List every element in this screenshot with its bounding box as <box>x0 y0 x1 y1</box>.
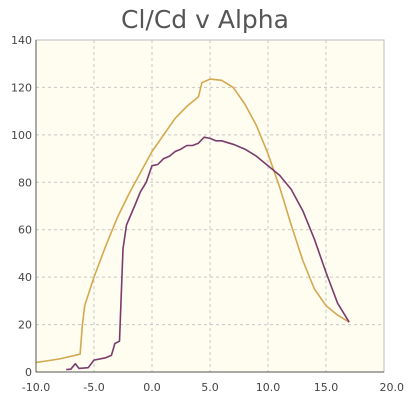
gridlines <box>36 40 384 372</box>
y-tick-label: 60 <box>18 224 32 237</box>
y-tick-label: 100 <box>11 129 32 142</box>
y-tick-label: 0 <box>25 366 32 379</box>
x-tick-label: 10.0 <box>256 381 281 394</box>
y-tick-label: 40 <box>18 271 32 284</box>
series-line-1 <box>35 78 350 364</box>
chart-title: Cl/Cd v Alpha <box>121 5 289 34</box>
x-tick-label: 5.0 <box>201 381 219 394</box>
x-tick-label: 15.0 <box>314 381 339 394</box>
series-line-2 <box>66 136 350 371</box>
series-lines <box>35 78 350 371</box>
y-tick-label: 20 <box>18 319 32 332</box>
y-tick-label: 80 <box>18 176 32 189</box>
x-tick-label: -10.0 <box>22 381 50 394</box>
y-tick-label: 140 <box>11 34 32 47</box>
x-tick-label: 0.0 <box>143 381 161 394</box>
tick-labels: 0 20 40 60 80 100 120 140 -10.0 -5.0 0.0 5.0 10.0 15.… <box>11 34 404 394</box>
x-tick-label: -5.0 <box>83 381 104 394</box>
y-tick-label: 120 <box>11 81 32 94</box>
x-tick-label: 20.0 <box>380 381 405 394</box>
